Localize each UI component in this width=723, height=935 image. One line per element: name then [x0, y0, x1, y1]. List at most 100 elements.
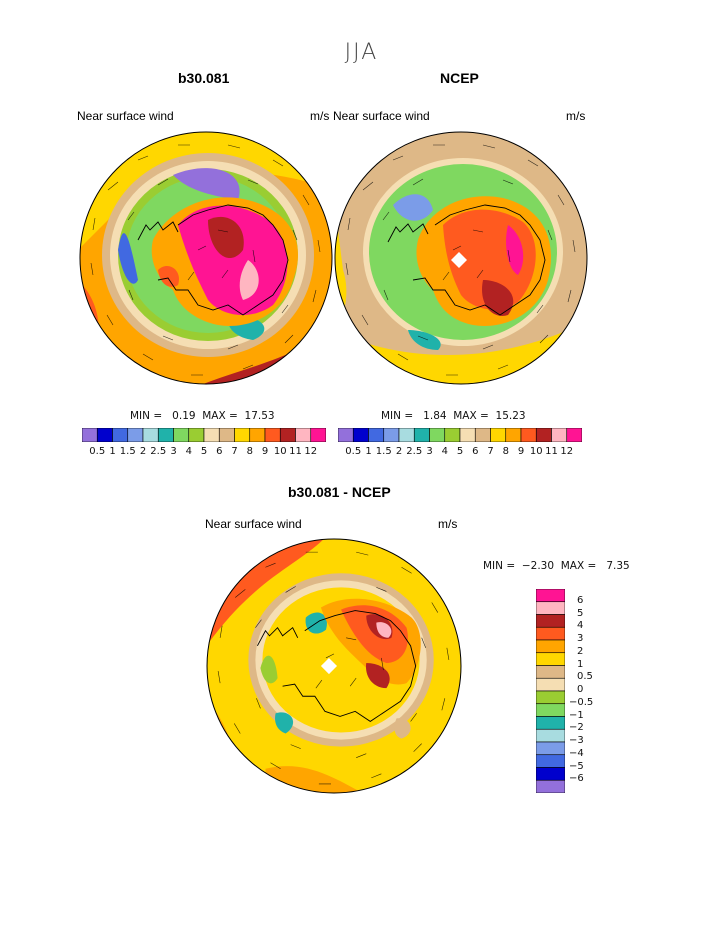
colorbar-tick-label: 12	[560, 446, 574, 457]
panel-model-units-label: m/s	[310, 109, 330, 123]
colorbar-swatch	[383, 428, 400, 442]
panel-model-stats: MIN = 0.19 MAX = 17.53	[130, 410, 275, 422]
colorbar-swatch	[536, 639, 565, 654]
colorbar-swatch	[536, 741, 565, 756]
colorbar-swatch	[536, 716, 565, 730]
panel-model-colorbar-ticks: 0.5 1 1.5 2 2.5 3 4 5 6 7 8 9 10 11 12	[82, 446, 326, 460]
panel-diff-colorbar-ticks: 6 5 4 3 2 1 0.5 0 −0.5 −1 −2 −3 −4 −5 −6	[569, 589, 612, 793]
colorbar-swatch	[157, 428, 174, 442]
panel-obs-title: NCEP	[440, 70, 479, 86]
colorbar-tick-label: −6	[569, 773, 584, 785]
colorbar-tick-label: 5	[456, 446, 464, 457]
colorbar-tick-label: 1	[365, 446, 372, 457]
colorbar-swatch	[429, 428, 446, 442]
colorbar-swatch	[536, 677, 565, 692]
panel-obs-colorbar	[338, 428, 582, 442]
colorbar-tick-label: −1	[569, 709, 584, 721]
colorbar-swatch	[249, 428, 266, 442]
colorbar-tick-label: 7	[231, 446, 238, 457]
colorbar-tick-label: 0.5	[89, 446, 106, 457]
colorbar-tick-label: 6	[472, 446, 479, 457]
colorbar-swatch	[536, 601, 565, 615]
colorbar-tick-label: 2	[139, 446, 147, 457]
colorbar-swatch	[490, 428, 507, 442]
colorbar-swatch	[398, 428, 415, 442]
colorbar-tick-label: 2	[577, 645, 584, 657]
season-title: JJA	[344, 40, 379, 65]
panel-diff-units-label: m/s	[438, 517, 458, 531]
colorbar-swatch	[413, 428, 430, 442]
colorbar-tick-label: 8	[246, 446, 253, 457]
colorbar-tick-label: 3	[170, 446, 177, 457]
colorbar-swatch	[234, 428, 251, 442]
colorbar-swatch	[536, 665, 565, 679]
panel-obs-variable-label: Near surface wind	[333, 109, 430, 123]
colorbar-swatch	[310, 428, 326, 442]
colorbar-swatch	[295, 428, 312, 442]
colorbar-swatch	[536, 728, 565, 743]
panel-diff-stats: MIN = −2.30 MAX = 7.35	[483, 560, 630, 572]
colorbar-tick-label: 1.5	[375, 446, 392, 457]
colorbar-tick-label: 1	[109, 446, 116, 457]
colorbar-swatch	[505, 428, 522, 442]
colorbar-tick-label: 11	[545, 446, 558, 457]
colorbar-tick-label: 2.5	[406, 446, 423, 457]
difference-wind-map	[206, 538, 462, 794]
colorbar-swatch	[536, 703, 565, 717]
colorbar-tick-label: 0	[577, 684, 584, 695]
colorbar-swatch	[536, 754, 565, 768]
colorbar-tick-label: −5	[569, 760, 584, 772]
panel-diff-variable-label: Near surface wind	[205, 517, 302, 531]
colorbar-tick-label: 0.5	[577, 671, 593, 683]
colorbar-swatch	[96, 428, 113, 442]
colorbar-tick-label: 2	[395, 446, 403, 457]
colorbar-tick-label: 6	[577, 594, 584, 606]
colorbar-swatch	[264, 428, 281, 442]
colorbar-swatch	[520, 428, 537, 442]
colorbar-tick-label: 10	[273, 446, 287, 457]
colorbar-swatch	[566, 428, 582, 442]
colorbar-tick-label: 11	[289, 446, 302, 457]
colorbar-swatch	[127, 428, 144, 442]
panel-obs-stats: MIN = 1.84 MAX = 15.23	[381, 410, 526, 422]
colorbar-tick-label: 3	[577, 633, 584, 644]
colorbar-tick-label: 1.5	[119, 446, 136, 457]
colorbar-swatch	[535, 428, 552, 442]
panel-diff-title: b30.081 - NCEP	[288, 484, 391, 500]
colorbar-tick-label: −4	[569, 747, 584, 759]
colorbar-swatch	[112, 428, 129, 442]
colorbar-swatch	[536, 690, 565, 705]
colorbar-swatch	[536, 779, 565, 793]
colorbar-swatch	[536, 626, 565, 641]
panel-model-variable-label: Near surface wind	[77, 109, 174, 123]
colorbar-tick-label: 9	[261, 446, 269, 457]
colorbar-tick-label: 2.5	[150, 446, 167, 457]
colorbar-tick-label: 9	[517, 446, 525, 457]
colorbar-tick-label: 4	[577, 620, 584, 632]
colorbar-swatch	[188, 428, 205, 442]
panel-model-title: b30.081	[178, 70, 230, 86]
colorbar-tick-label: 12	[304, 446, 318, 457]
panel-obs-units-label: m/s	[566, 109, 586, 123]
panel-model-colorbar	[82, 428, 326, 442]
colorbar-swatch	[279, 428, 296, 442]
panel-diff-colorbar	[536, 589, 565, 793]
colorbar-tick-label: 3	[426, 446, 433, 457]
colorbar-tick-label: 10	[529, 446, 543, 457]
colorbar-tick-label: −0.5	[569, 696, 594, 708]
colorbar-swatch	[173, 428, 190, 442]
colorbar-swatch	[82, 428, 98, 442]
colorbar-tick-label: 8	[502, 446, 509, 457]
colorbar-swatch	[536, 652, 565, 666]
colorbar-tick-label: −3	[569, 735, 584, 746]
colorbar-swatch	[218, 428, 235, 442]
colorbar-tick-label: 6	[216, 446, 223, 457]
colorbar-swatch	[338, 428, 354, 442]
colorbar-tick-label: 4	[185, 446, 192, 457]
panel-obs-colorbar-ticks: 0.5 1 1.5 2 2.5 3 4 5 6 7 8 9 10 11 12	[338, 446, 582, 460]
colorbar-swatch	[474, 428, 491, 442]
colorbar-swatch	[536, 614, 565, 628]
colorbar-swatch	[368, 428, 385, 442]
colorbar-tick-label: 0.5	[345, 446, 362, 457]
colorbar-swatch	[536, 767, 565, 781]
